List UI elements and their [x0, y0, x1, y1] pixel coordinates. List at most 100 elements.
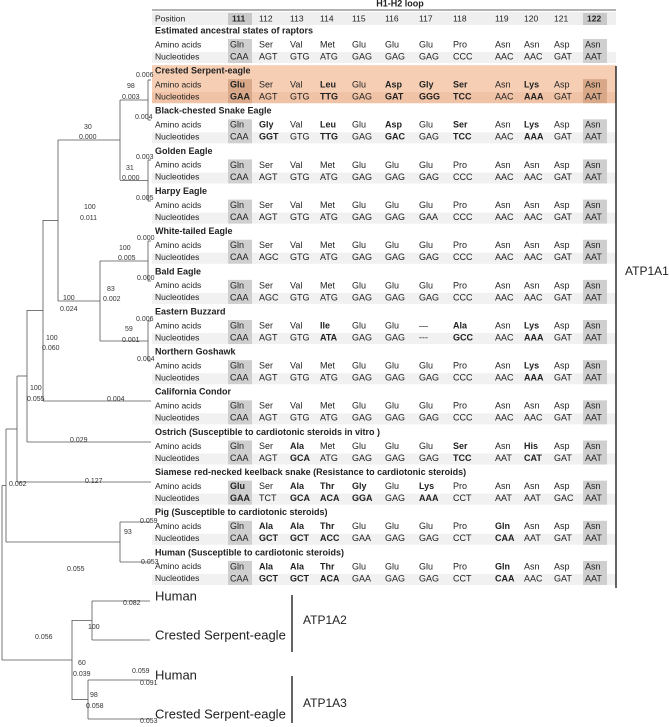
nucleotide: CAA: [230, 453, 249, 463]
tree-label: 0.011: [80, 215, 97, 222]
nucleotide: ---: [419, 332, 428, 342]
nucleotide: GTG: [290, 212, 310, 222]
nucleotide: CCC: [453, 413, 473, 423]
section-title: Human (Susceptible to cardiotonic steroi…: [155, 547, 344, 557]
nucleotide-band: [152, 92, 616, 104]
amino-acid: Asn: [495, 240, 511, 250]
amino-acid: Glu: [352, 80, 366, 90]
tree-label: 100: [84, 204, 96, 211]
position: 115: [352, 13, 366, 23]
tree-label: 0.058: [86, 703, 104, 710]
amino-acid: Asn: [524, 200, 540, 210]
nucleotide: CAA: [230, 533, 249, 543]
nucleotide: GAT: [554, 332, 572, 342]
amino-acid: Asn: [585, 561, 601, 571]
nucleotide: TCT: [259, 493, 277, 503]
amino-acid: Glu: [419, 401, 433, 411]
nucleotide: GAG: [385, 51, 405, 61]
amino-acid: Leu: [320, 80, 336, 90]
nucleotide: AAT: [585, 573, 602, 583]
shaded-cell: [583, 320, 607, 345]
amino-acid: Asp: [385, 120, 403, 130]
nucleotide: GAT: [554, 132, 572, 142]
nucleotide: GAC: [385, 132, 406, 142]
amino-acid: Glu: [352, 160, 366, 170]
nucleotide: ATG: [320, 252, 338, 262]
nucleotide: GAG: [419, 413, 439, 423]
amino-acid: Val: [290, 120, 302, 130]
nucleotide: CCC: [453, 373, 473, 383]
amino-acid: Glu: [419, 280, 433, 290]
amino-acid: Glu: [385, 561, 399, 571]
amino-acid: His: [524, 441, 538, 451]
tree-label: 0.000: [137, 235, 155, 242]
nucleotide: GAT: [554, 373, 572, 383]
nucleotide: GAG: [352, 373, 372, 383]
amino-acid: Asn: [495, 160, 511, 170]
section-title: Siamese red-necked keelback snake (Resis…: [155, 467, 466, 477]
amino-acid: Glu: [230, 80, 245, 90]
amino-acid: Gln: [230, 521, 244, 531]
amino-acid: Ser: [453, 441, 468, 451]
amino-acid: Ala: [259, 561, 274, 571]
amino-acid: Gly: [352, 481, 367, 491]
amino-acid: Asp: [554, 280, 570, 290]
shaded-cell: [228, 39, 252, 63]
amino-acid: Asn: [585, 481, 601, 491]
amino-acid: Met: [320, 160, 336, 170]
nucleotide: CCC: [453, 212, 473, 222]
nucleotide: GTG: [290, 51, 310, 61]
amino-acid: Ala: [290, 521, 305, 531]
position: 122: [587, 13, 601, 23]
position: 118: [453, 13, 467, 23]
tree-label: 100: [88, 624, 100, 631]
nucleotide: AAT: [585, 453, 602, 463]
amino-acid: Asn: [585, 361, 601, 371]
shaded-cell: [583, 520, 607, 545]
amino-acid: Val: [290, 320, 302, 330]
nucleotide: GAA: [419, 212, 438, 222]
amino-acid: Asp: [554, 39, 570, 49]
nucleotide: CAA: [230, 252, 249, 262]
amino-acid: Glu: [385, 481, 399, 491]
section-title: Eastern Buzzard: [155, 306, 226, 316]
tree-label: 0.005: [118, 255, 136, 262]
amino-acid: Glu: [385, 39, 399, 49]
gene-label: ATP1A1: [625, 264, 669, 278]
tree-label: 0.005: [136, 195, 154, 202]
nucleotide: GAG: [385, 533, 405, 543]
nucleotide: AAT: [585, 51, 602, 61]
amino-acid: Val: [290, 39, 302, 49]
tree-label: 0.056: [35, 634, 53, 641]
tree-label: 0.059: [140, 518, 158, 525]
nucleotide: CAA: [495, 533, 515, 543]
nucleotide: AAC: [524, 573, 543, 583]
nucleotide: AAC: [495, 413, 514, 423]
row-label: Nucleotides: [155, 91, 199, 101]
amino-acid: Glu: [385, 441, 399, 451]
nucleotide: GAT: [554, 573, 572, 583]
nucleotide: GCA: [290, 493, 311, 503]
amino-acid: Ser: [259, 361, 273, 371]
amino-acid: Ala: [290, 481, 305, 491]
tree-label: 0.006: [136, 72, 154, 79]
nucleotide: GAG: [419, 252, 439, 262]
amino-acid: Asn: [495, 441, 511, 451]
nucleotide: GAT: [554, 413, 572, 423]
nucleotide: GCT: [290, 533, 310, 543]
shaded-cell: [228, 119, 252, 144]
tree-label: 0.039: [73, 671, 91, 678]
amino-acid: Ser: [259, 481, 273, 491]
nucleotide: GAG: [419, 573, 439, 583]
nucleotide-band: [152, 292, 616, 304]
nucleotide: AGT: [259, 212, 278, 222]
tree-label: 0.000: [122, 175, 140, 182]
amino-acid: Asn: [585, 39, 601, 49]
amino-acid: Pro: [453, 481, 467, 491]
paralog-leaf: Human: [155, 667, 197, 682]
amino-acid: Glu: [419, 120, 433, 130]
tree-label: 0.002: [103, 296, 121, 303]
tree-label: 83: [107, 286, 115, 293]
shaded-cell: [228, 239, 252, 264]
amino-acid: Val: [290, 401, 302, 411]
